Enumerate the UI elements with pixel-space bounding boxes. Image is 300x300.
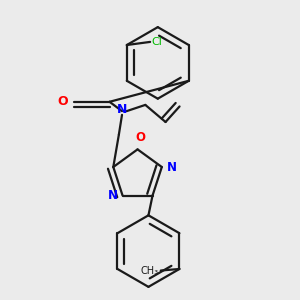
Text: N: N: [167, 160, 176, 173]
Text: CH₃: CH₃: [140, 266, 158, 275]
Text: N: N: [108, 189, 118, 202]
Text: O: O: [58, 95, 68, 108]
Text: N: N: [117, 103, 127, 116]
Text: Cl: Cl: [152, 37, 163, 47]
Text: O: O: [135, 131, 145, 144]
